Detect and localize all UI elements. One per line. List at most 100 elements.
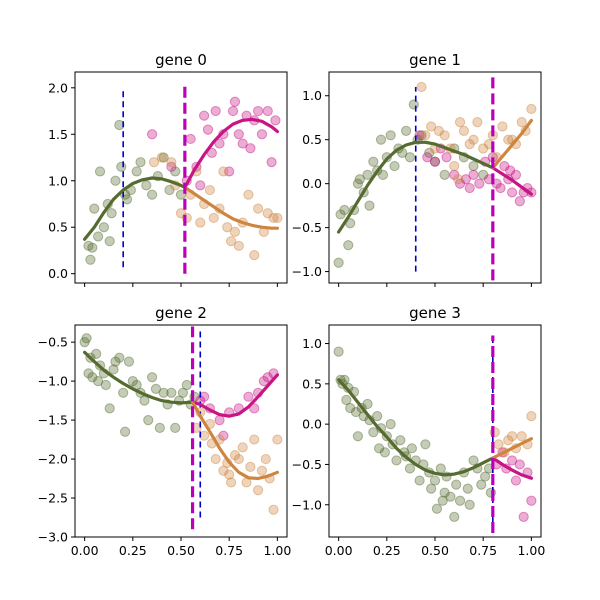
point-trunk [468,455,479,466]
y-tick-label: 1.0 [302,336,322,351]
point-trunk [110,175,121,186]
point-trunk [104,403,115,414]
point-trunk [83,368,94,379]
point-trunk [439,487,450,498]
point-branch_a [252,105,264,117]
point-branch_a [166,161,177,172]
point-branch_a [495,182,506,194]
point-trunk [341,394,352,406]
point-branch_b [256,465,268,476]
x-tick-label: 0.75 [469,543,497,558]
point-branch_b [224,469,235,480]
point-trunk [395,435,406,446]
point-trunk [131,166,142,177]
point-trunk [85,254,96,265]
y-tick-label: 2.0 [48,80,68,95]
panel-gene-0: 0.0 0.5 1.0 1.5 2.0 gene 0 [48,51,288,287]
axes-frame [74,324,288,538]
point-branch_a [229,96,241,107]
point-trunk [81,333,92,344]
plot-area [333,72,537,281]
point-branch_b [526,103,537,115]
point-trunk [166,387,177,398]
point-trunk [143,414,154,426]
point-branch_b [464,138,475,150]
point-trunk [154,422,165,433]
point-branch_b [249,434,260,445]
point-branch_b [468,134,479,145]
point-branch_b [449,160,460,172]
point-branch_a [454,178,466,189]
curve-branch_b [191,400,279,481]
point-trunk [368,156,379,167]
point-branch_a [233,129,244,140]
point-branch_a [464,182,475,194]
point-trunk [93,376,104,387]
point-branch_b [493,439,504,450]
point-trunk [335,209,346,220]
y-tick-label: −1.0 [292,497,322,512]
plot-area [79,326,283,530]
point-branch_b [416,81,427,93]
point-trunk [352,431,364,442]
curve-branch_b [491,118,533,170]
point-branch_a [195,180,206,191]
point-trunk [435,463,446,474]
point-trunk [439,169,450,180]
point-branch_a [224,166,235,177]
point-branch_a [237,138,248,149]
point-branch_a [506,455,518,466]
point-trunk [158,152,169,163]
point-branch_b [243,189,254,200]
point-trunk [368,427,379,438]
point-branch_a [499,160,510,172]
y-tick-label: −0.5 [38,335,68,350]
point-branch_a [146,129,158,140]
point-branch_b [226,236,237,247]
point-trunk [116,161,127,172]
point-branch_b [503,134,514,145]
point-branch_a [518,511,529,522]
point-trunk [451,479,462,490]
point-branch_a [227,105,239,117]
point-trunk [91,348,102,359]
point-trunk [406,443,417,454]
y-tick-label: −1.0 [38,374,68,389]
point-branch_a [449,169,460,180]
point-trunk [181,379,192,391]
point-trunk [135,157,146,168]
point-branch_a [210,105,221,117]
point-trunk [429,156,441,167]
x-tick-label: 0.25 [373,543,401,558]
point-branch_a [256,129,268,140]
point-trunk [110,356,121,367]
y-tick-label: 0.0 [48,266,68,281]
point-branch_b [439,130,450,141]
point-trunk [478,169,489,180]
point-branch_b [272,434,283,445]
point-trunk [404,463,416,474]
point-branch_b [195,217,206,228]
point-branch_b [454,117,466,128]
curve-trunk [83,350,195,405]
point-branch_b [516,431,527,442]
point-branch_b [426,121,437,132]
point-trunk [414,475,425,486]
point-branch_b [229,450,241,461]
point-branch_b [478,143,489,154]
point-trunk [431,503,443,514]
point-branch_a [243,391,254,402]
point-trunk [118,387,129,398]
point-trunk [123,356,135,367]
point-trunk [377,169,389,180]
point-trunk [87,242,98,253]
point-trunk [94,166,106,177]
curve-branch_a [491,456,533,480]
x-tick-label: 1.00 [517,543,545,558]
point-branch_a [218,430,229,441]
point-trunk [362,169,373,180]
point-trunk [120,426,131,437]
plot-area [83,83,283,274]
point-branch_b [229,226,241,237]
